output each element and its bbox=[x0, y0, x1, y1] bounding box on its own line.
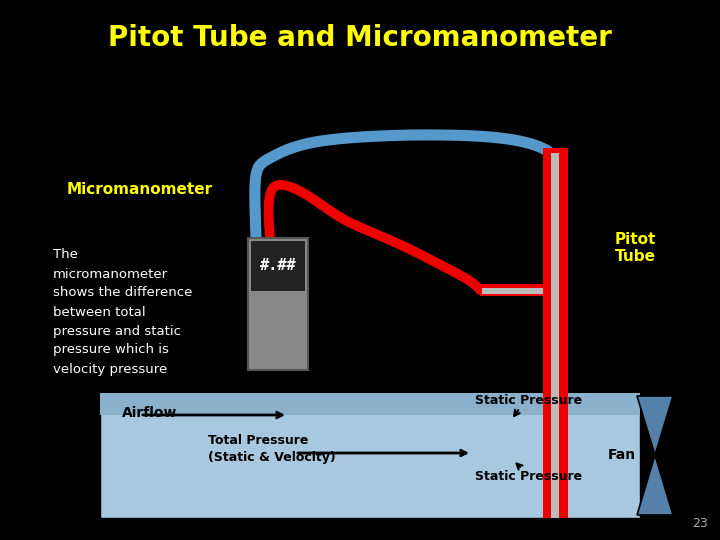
Text: Pitot
Tube: Pitot Tube bbox=[615, 232, 657, 264]
Bar bbox=[482, 288, 543, 294]
Text: Static Pressure: Static Pressure bbox=[475, 394, 582, 407]
Bar bbox=[551, 153, 559, 518]
Text: #.##: #.## bbox=[260, 259, 296, 273]
Polygon shape bbox=[637, 396, 673, 455]
Text: Micromanometer: Micromanometer bbox=[67, 183, 213, 198]
Text: Fan: Fan bbox=[608, 448, 636, 462]
Bar bbox=[543, 148, 568, 518]
Text: Total Pressure
(Static & Velocity): Total Pressure (Static & Velocity) bbox=[208, 434, 336, 464]
Bar bbox=[248, 238, 308, 370]
Text: The
micromanometer
shows the difference
between total
pressure and static
pressu: The micromanometer shows the difference … bbox=[53, 248, 192, 375]
Text: Pitot Tube and Micromanometer: Pitot Tube and Micromanometer bbox=[108, 24, 612, 52]
Bar bbox=[100, 393, 640, 518]
Bar bbox=[251, 241, 305, 291]
Bar bbox=[100, 393, 640, 415]
Text: Airflow: Airflow bbox=[122, 406, 177, 420]
Bar bbox=[480, 284, 543, 296]
Text: 23: 23 bbox=[692, 517, 708, 530]
Text: Static Pressure: Static Pressure bbox=[475, 469, 582, 483]
Polygon shape bbox=[637, 455, 673, 515]
